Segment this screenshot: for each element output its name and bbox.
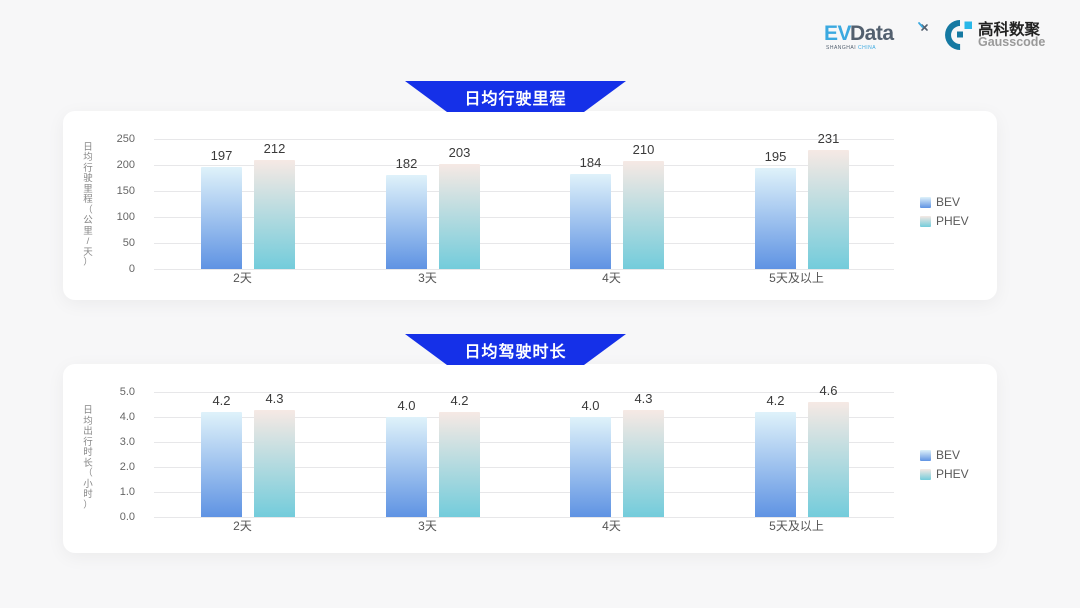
svg-text:Gausscode: Gausscode <box>978 35 1045 49</box>
svg-text:Data: Data <box>850 22 894 45</box>
svg-text:SHANGHAI CHINA: SHANGHAI CHINA <box>826 45 876 51</box>
svg-text:EV: EV <box>824 22 852 45</box>
